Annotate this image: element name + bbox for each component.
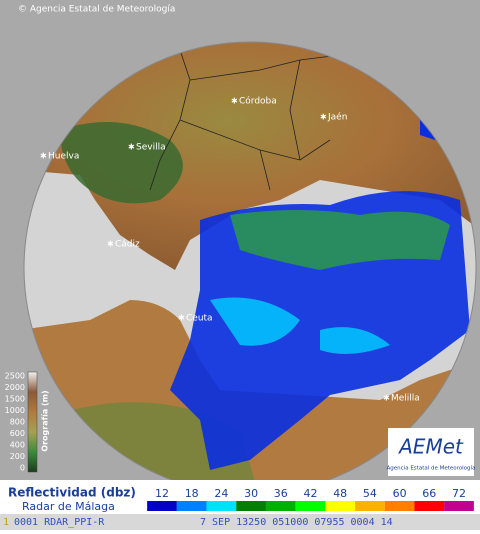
orography-title: Orografía (m) [41, 390, 50, 451]
city-label: Sevilla [136, 143, 166, 153]
footer-bar [0, 514, 480, 530]
city-marker: ✱ [320, 113, 327, 122]
level-swatch [147, 501, 177, 511]
city-marker: ✱ [231, 97, 238, 106]
level-swatch [176, 501, 207, 511]
orography-tick: 2000 [5, 383, 25, 392]
iberia-land [24, 42, 476, 270]
level-swatch [325, 501, 356, 511]
level-label: 12 [155, 487, 169, 500]
orography-tick: 2500 [5, 372, 25, 381]
city-marker: ✱ [128, 143, 135, 152]
level-swatch [384, 501, 415, 511]
level-swatch [295, 501, 326, 511]
logo-brand: AEMet [397, 435, 464, 459]
city-label: Cádiz [115, 240, 140, 250]
credit: © Agencia Estatal de Meteorología [18, 5, 175, 15]
level-swatch [265, 501, 296, 511]
logo-box [388, 428, 474, 476]
city-marker: ✱ [178, 314, 185, 323]
orography-tick: 0 [20, 464, 25, 473]
orography-bar [27, 371, 38, 473]
level-swatch [355, 501, 385, 511]
footer-index: 1 [3, 517, 9, 528]
level-label: 54 [363, 487, 377, 500]
city-marker: ✱ [40, 152, 47, 161]
city-labels: ✱ Córdoba✱ Jaén✱ Huelva✱ Sevilla✱ Cádiz✱ Ceuta… [40, 96, 420, 404]
city-label: Melilla [391, 394, 420, 404]
echo-moderate [230, 210, 450, 270]
orography-tick: 200 [10, 452, 25, 461]
orography-tick: 800 [10, 418, 25, 427]
level-label: 36 [274, 487, 288, 500]
city-label: Jaén [327, 112, 347, 123]
radar-disc [24, 42, 476, 494]
orography-tick: 600 [10, 429, 25, 438]
level-label: 18 [185, 487, 199, 500]
logo-name: Agencia Estatal de Meteorología [387, 465, 476, 472]
orography-tick: 1000 [5, 406, 25, 415]
city-label: Córdoba [239, 96, 277, 107]
city-label: Huelva [48, 152, 79, 162]
level-swatch [206, 501, 237, 511]
city-label: Ceuta [186, 314, 213, 324]
legend-title: Reflectividad (dbz) [8, 486, 136, 500]
legend-levels: 12 18 24 30 36 42 48 54 60 66 72 [147, 487, 474, 511]
orography-tick: 1500 [5, 395, 25, 404]
level-swatch [414, 501, 445, 511]
level-label: 66 [422, 487, 436, 500]
echo-light [210, 297, 390, 354]
level-label: 48 [333, 487, 347, 500]
legend-subtitle: Radar de Málaga [22, 500, 115, 513]
city-marker: ✱ [107, 240, 114, 249]
level-label: 30 [244, 487, 258, 500]
level-label: 72 [452, 487, 466, 500]
level-label: 60 [393, 487, 407, 500]
level-label: 24 [214, 487, 228, 500]
orography-tick: 400 [10, 441, 25, 450]
footer-stamp: 7 SEP 13250 051000 07955 0004 14 [200, 517, 393, 528]
city-marker: ✱ [383, 394, 390, 403]
level-swatch [236, 501, 266, 511]
level-label: 42 [304, 487, 318, 500]
level-swatch [444, 501, 474, 511]
footer-product: 0001 RDAR_PPI-R [14, 517, 105, 528]
